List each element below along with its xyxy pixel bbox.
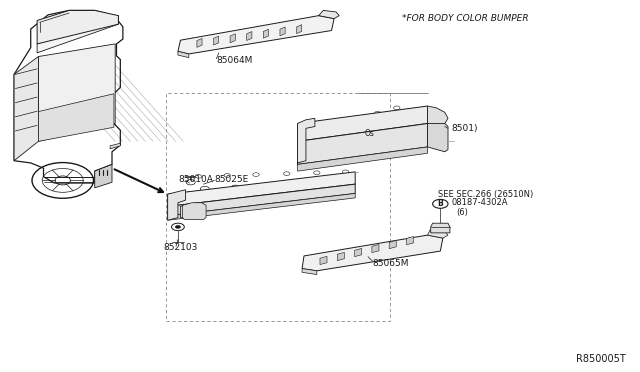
Polygon shape — [431, 223, 450, 233]
Polygon shape — [428, 230, 448, 238]
Polygon shape — [95, 164, 112, 188]
Polygon shape — [389, 241, 396, 249]
Polygon shape — [14, 57, 38, 161]
Polygon shape — [180, 204, 204, 219]
Polygon shape — [320, 256, 327, 264]
Text: 08187-4302A: 08187-4302A — [452, 198, 508, 207]
Polygon shape — [37, 16, 118, 53]
Polygon shape — [337, 252, 344, 261]
Polygon shape — [298, 106, 428, 141]
Text: (6): (6) — [456, 208, 468, 217]
Polygon shape — [428, 124, 448, 152]
Polygon shape — [168, 172, 355, 206]
Polygon shape — [182, 203, 206, 219]
Text: 85064M: 85064M — [216, 56, 253, 65]
Text: 8501): 8501) — [451, 124, 477, 133]
Polygon shape — [263, 29, 269, 38]
Polygon shape — [168, 193, 355, 220]
Circle shape — [175, 225, 180, 228]
Polygon shape — [230, 34, 236, 43]
Polygon shape — [296, 25, 301, 33]
Polygon shape — [38, 94, 114, 141]
Polygon shape — [428, 106, 448, 126]
Text: 85010A: 85010A — [178, 175, 212, 184]
Polygon shape — [298, 124, 428, 164]
Polygon shape — [186, 176, 195, 177]
Polygon shape — [214, 36, 219, 45]
Polygon shape — [168, 190, 186, 220]
Polygon shape — [37, 10, 118, 44]
Text: B: B — [438, 199, 443, 208]
Polygon shape — [38, 44, 115, 141]
Polygon shape — [178, 16, 334, 54]
Polygon shape — [355, 248, 362, 257]
Polygon shape — [168, 184, 355, 216]
Text: *FOR BODY COLOR BUMPER: *FOR BODY COLOR BUMPER — [402, 14, 529, 23]
Polygon shape — [302, 269, 317, 275]
Text: 852103: 852103 — [163, 243, 198, 252]
Polygon shape — [298, 147, 428, 171]
Polygon shape — [247, 32, 252, 41]
Text: 85025E: 85025E — [214, 175, 249, 184]
Polygon shape — [372, 244, 379, 253]
Text: R850005T: R850005T — [576, 354, 626, 364]
Polygon shape — [298, 118, 315, 164]
Text: SEE SEC.266 (26510N): SEE SEC.266 (26510N) — [438, 190, 534, 199]
Text: Os: Os — [365, 129, 374, 138]
Polygon shape — [406, 237, 413, 245]
Polygon shape — [178, 51, 189, 58]
Polygon shape — [110, 143, 120, 149]
Polygon shape — [197, 38, 202, 47]
Polygon shape — [280, 27, 285, 36]
Text: 85065M: 85065M — [372, 259, 409, 268]
Polygon shape — [302, 235, 443, 271]
Polygon shape — [319, 10, 339, 19]
